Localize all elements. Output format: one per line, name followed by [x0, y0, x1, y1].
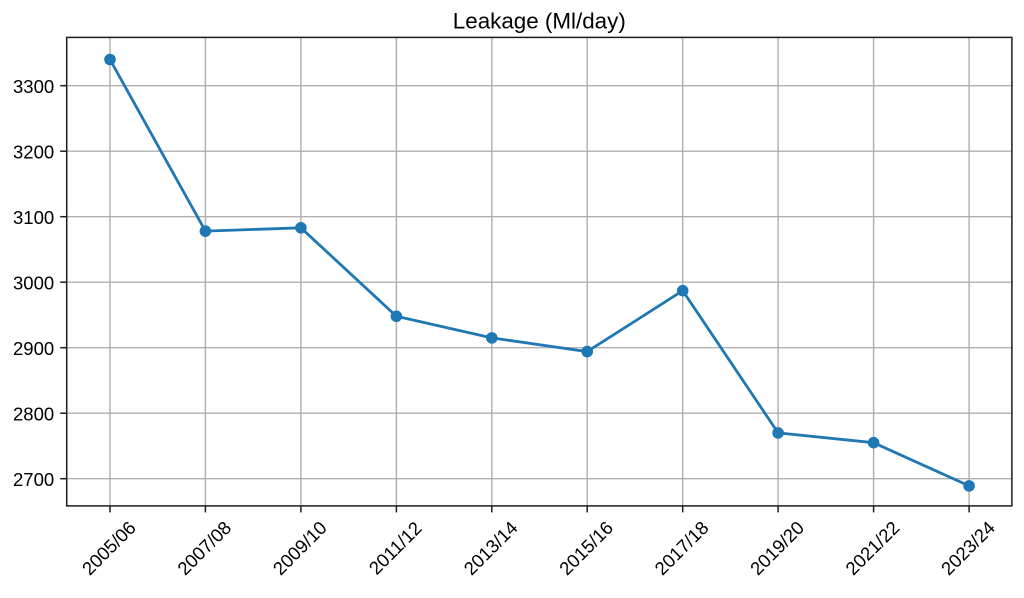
svg-text:2700: 2700 — [13, 469, 54, 490]
svg-text:2900: 2900 — [13, 338, 54, 359]
svg-text:3200: 3200 — [13, 142, 54, 163]
svg-text:3100: 3100 — [13, 207, 54, 228]
svg-text:Leakage (Ml/day): Leakage (Ml/day) — [453, 9, 626, 34]
svg-text:2800: 2800 — [13, 404, 54, 425]
svg-text:3300: 3300 — [13, 76, 54, 97]
svg-text:3000: 3000 — [13, 273, 54, 294]
